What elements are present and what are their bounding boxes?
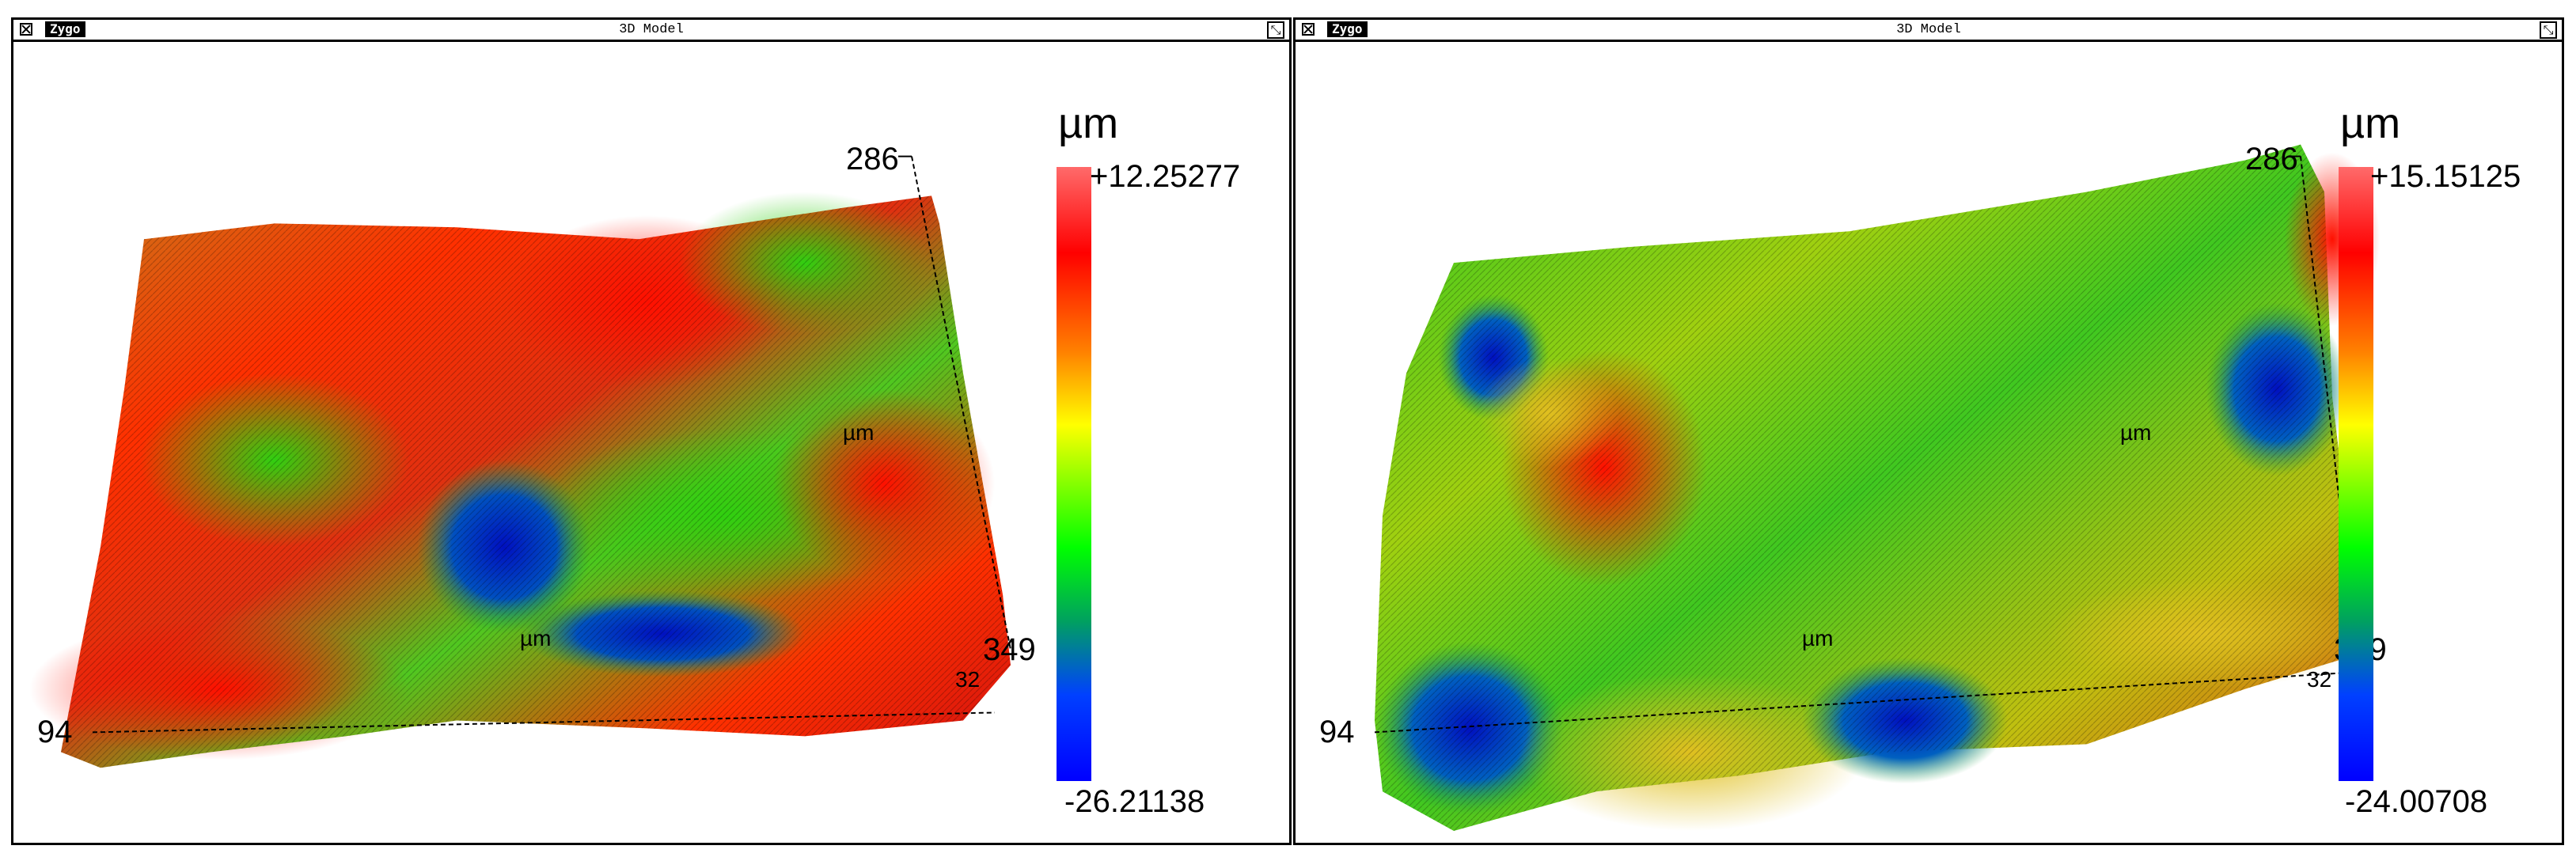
axis-label-x-small: 32: [955, 667, 981, 692]
3d-model-window-left: Zygo 3D Model ⤡: [11, 17, 1292, 845]
axis-line-right: [911, 156, 1011, 650]
axis-label-y-near: 94: [37, 715, 73, 749]
surface-unit-label: µm: [520, 626, 552, 650]
surface-plot: [29, 155, 1011, 768]
window-titlebar[interactable]: Zygo 3D Model ⤡: [13, 20, 1289, 42]
colorbar-min-label: -24.00708: [2345, 784, 2488, 819]
zoom-icon[interactable]: ⤡: [1267, 21, 1284, 39]
window-title: 3D Model: [1896, 22, 1961, 37]
axis-line-front: [1374, 672, 2341, 734]
zoom-icon[interactable]: ⤡: [2540, 21, 2557, 39]
colorbar: [1057, 167, 1091, 781]
surface-unit-label: µm: [1802, 626, 1834, 650]
surface-plot: [1374, 144, 2380, 832]
axis-label-x-small: 32: [2307, 667, 2332, 692]
close-icon[interactable]: [20, 23, 32, 36]
colorbar-min-label: -26.21138: [1064, 784, 1205, 819]
brand-label: Zygo: [45, 21, 85, 37]
surface-unit-label: µm: [2120, 420, 2152, 445]
plot-area: 286 94 349 32 µm µm µm +15.15125 -24.007…: [1296, 42, 2562, 843]
axis-label-y-near: 94: [1319, 715, 1355, 749]
window-title: 3D Model: [619, 22, 684, 37]
axis-label-y-far: 286: [846, 142, 899, 176]
surface-unit-label: µm: [843, 420, 874, 445]
colorbar-unit: µm: [1058, 100, 1119, 147]
colorbar-unit: µm: [2340, 100, 2401, 147]
close-icon[interactable]: [1302, 23, 1315, 36]
axis-label-y-far: 286: [2245, 142, 2298, 176]
colorbar: [2339, 167, 2373, 781]
3d-model-window-right: Zygo 3D Model ⤡: [1293, 17, 2564, 845]
axis-line-front: [92, 711, 996, 734]
window-titlebar[interactable]: Zygo 3D Model ⤡: [1296, 20, 2562, 42]
colorbar-max-label: +12.25277: [1090, 159, 1241, 194]
plot-area: 286 94 349 32 µm µm µm +12.25277 -26.211…: [13, 42, 1289, 843]
axis-label-x-right: 349: [983, 632, 1036, 667]
brand-label: Zygo: [1327, 21, 1368, 37]
colorbar-max-label: +15.15125: [2370, 159, 2521, 194]
